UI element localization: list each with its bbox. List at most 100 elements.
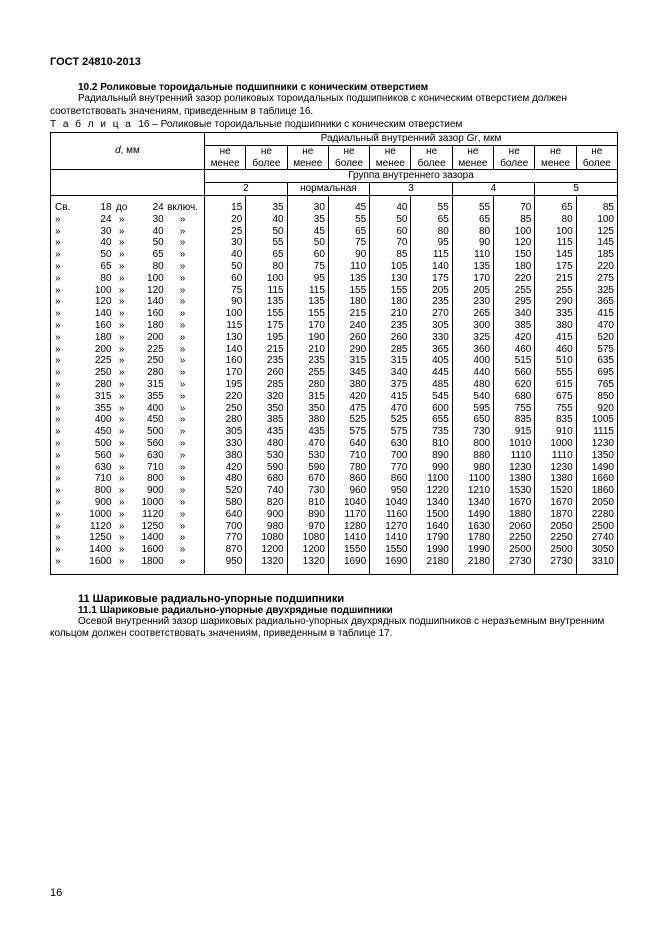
clearance-value: 880 (452, 450, 493, 462)
clearance-value: 1040 (370, 497, 411, 509)
clearance-value: 340 (370, 367, 411, 379)
clearance-value: 520 (576, 332, 617, 344)
clearance-value: 420 (494, 332, 535, 344)
clearance-value: 915 (494, 426, 535, 438)
clearance-value: 1280 (328, 521, 369, 533)
clearance-value: 55 (411, 195, 452, 213)
table-row: »800»900»5207407309609501220121015301520… (51, 485, 618, 497)
d-range: »315»355» (51, 391, 205, 403)
clearance-value: 480 (205, 473, 246, 485)
clearance-value: 615 (535, 379, 576, 391)
table-row: »160»180»115175170240235305300385380470 (51, 320, 618, 332)
clearance-value: 1380 (494, 473, 535, 485)
table-row: »450»500»3054354355755757357309159101115 (51, 426, 618, 438)
clearance-value: 460 (494, 344, 535, 356)
clearance-value: 835 (494, 414, 535, 426)
clearance-value: 170 (287, 320, 328, 332)
clearance-value: 185 (576, 249, 617, 261)
table-row: »560»630»3805305307107008908801110111013… (51, 450, 618, 462)
clearance-value: 115 (246, 285, 287, 297)
clearance-value: 970 (287, 521, 328, 533)
clearance-value: 130 (370, 273, 411, 285)
clearance-value: 695 (576, 367, 617, 379)
clearance-value: 115 (411, 249, 452, 261)
d-range: »180»200» (51, 332, 205, 344)
clearance-value: 65 (452, 214, 493, 226)
clearance-value: 30 (205, 237, 246, 249)
clearance-value: 140 (205, 344, 246, 356)
clearance-value: 1530 (494, 485, 535, 497)
clearance-value: 810 (287, 497, 328, 509)
section-11-1-title: 11.1 Шариковые радиально-упорные двухряд… (50, 605, 617, 616)
clearance-value: 890 (287, 509, 328, 521)
table-row: »200»225»140215210290285365360460460575 (51, 344, 618, 356)
clearance-value: 80 (535, 214, 576, 226)
clearance-value: 270 (411, 308, 452, 320)
clearance-value: 1630 (452, 521, 493, 533)
clearance-value: 240 (328, 320, 369, 332)
clearance-value: 180 (370, 296, 411, 308)
clearance-value: 980 (452, 462, 493, 474)
clearance-value: 380 (328, 379, 369, 391)
d-range: »120»140» (51, 296, 205, 308)
clearance-value: 60 (205, 273, 246, 285)
clearance-value: 480 (452, 379, 493, 391)
d-range: »40»50» (51, 237, 205, 249)
clearance-value: 480 (246, 438, 287, 450)
clearance-value: 175 (411, 273, 452, 285)
group-label: Группа внутреннего зазора (205, 170, 618, 183)
clearance-value: 100 (535, 226, 576, 238)
clearance-value: 675 (535, 391, 576, 403)
clearance-value: 650 (452, 414, 493, 426)
clearance-value: 485 (411, 379, 452, 391)
clearance-value: 435 (246, 426, 287, 438)
clearance-value: 210 (287, 344, 328, 356)
clearance-value: 15 (205, 195, 246, 213)
table-row: »315»355»220320315420415545540680675850 (51, 391, 618, 403)
clearance-value: 75 (205, 285, 246, 297)
clearance-value: 595 (452, 403, 493, 415)
table-row: »180»200»130195190260260330325420415520 (51, 332, 618, 344)
d-range: »630»710» (51, 462, 205, 474)
clearance-value: 385 (246, 414, 287, 426)
clearance-value: 175 (246, 320, 287, 332)
clearance-value: 140 (411, 261, 452, 273)
clearance-value: 145 (535, 249, 576, 261)
clearance-value: 765 (576, 379, 617, 391)
clearance-value: 90 (205, 296, 246, 308)
clearance-value: 170 (205, 367, 246, 379)
clearance-value: 1100 (411, 473, 452, 485)
clearance-value: 730 (452, 426, 493, 438)
clearance-value: 1320 (246, 556, 287, 574)
clearance-value: 515 (494, 355, 535, 367)
d-header-spacer (51, 170, 205, 196)
table-row: »500»560»3304804706406308108001010100012… (51, 438, 618, 450)
clearance-value: 50 (370, 214, 411, 226)
table-row: »900»1000»580820810104010401340134016701… (51, 497, 618, 509)
clearance-value: 420 (328, 391, 369, 403)
clearance-value: 135 (328, 273, 369, 285)
clearance-value: 620 (494, 379, 535, 391)
clearance-value: 835 (535, 414, 576, 426)
clearance-value: 520 (205, 485, 246, 497)
clearance-value: 2050 (576, 497, 617, 509)
clearance-value: 380 (205, 450, 246, 462)
clearance-value: 285 (370, 344, 411, 356)
clearance-value: 575 (576, 344, 617, 356)
clearance-value: 340 (494, 308, 535, 320)
clearance-value: 1340 (452, 497, 493, 509)
clearance-value: 155 (328, 285, 369, 297)
clearance-value: 315 (287, 391, 328, 403)
clearance-value: 220 (576, 261, 617, 273)
clearance-value: 95 (411, 237, 452, 249)
clearance-value: 920 (576, 403, 617, 415)
clearance-value: 120 (494, 237, 535, 249)
clearance-value: 2730 (494, 556, 535, 574)
clearance-value: 575 (370, 426, 411, 438)
clearance-value: 260 (246, 367, 287, 379)
clearance-value: 315 (370, 355, 411, 367)
clearance-value: 305 (205, 426, 246, 438)
clearance-value: 2500 (494, 544, 535, 556)
clearance-value: 215 (328, 308, 369, 320)
table-row: »710»800»4806806708608601100110013801380… (51, 473, 618, 485)
